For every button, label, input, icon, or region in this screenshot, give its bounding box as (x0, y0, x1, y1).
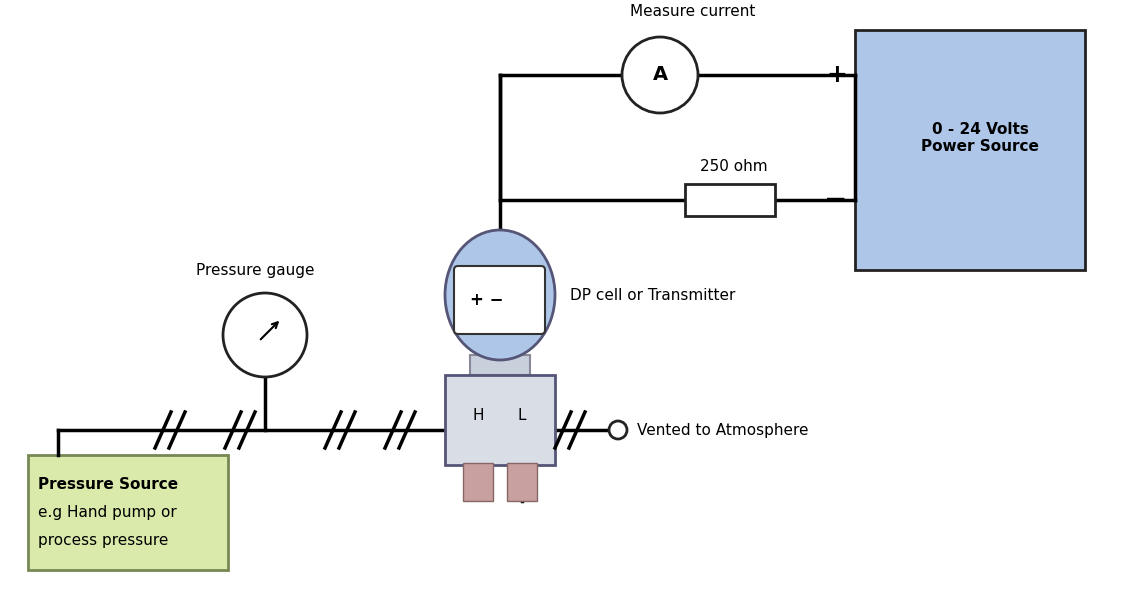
Text: Pressure Source: Pressure Source (38, 477, 179, 492)
Circle shape (609, 421, 627, 439)
Text: DP cell or Transmitter: DP cell or Transmitter (570, 288, 736, 302)
Bar (685, 184, 775, 216)
Text: −: − (824, 186, 848, 214)
Text: Measure current: Measure current (631, 4, 755, 19)
Circle shape (622, 37, 698, 113)
Text: Vented to Atmosphere: Vented to Atmosphere (637, 422, 808, 438)
Bar (445, 375, 555, 465)
Text: process pressure: process pressure (38, 533, 168, 548)
Text: L: L (518, 408, 527, 423)
Text: 0 - 24 Volts
Power Source: 0 - 24 Volts Power Source (921, 122, 1038, 154)
Bar (28, 455, 228, 570)
Text: H: H (472, 408, 484, 423)
FancyBboxPatch shape (454, 266, 545, 334)
Ellipse shape (445, 230, 555, 360)
Text: + −: + − (470, 291, 504, 309)
Bar (470, 355, 530, 375)
Text: e.g Hand pump or: e.g Hand pump or (38, 505, 176, 520)
Text: +: + (826, 63, 848, 87)
Text: A: A (652, 65, 668, 84)
Circle shape (223, 293, 307, 377)
Bar (463, 463, 493, 501)
Text: 250 ohm: 250 ohm (699, 159, 767, 174)
Text: Pressure gauge: Pressure gauge (195, 263, 314, 278)
Bar (855, 30, 1085, 270)
Bar (507, 463, 537, 501)
